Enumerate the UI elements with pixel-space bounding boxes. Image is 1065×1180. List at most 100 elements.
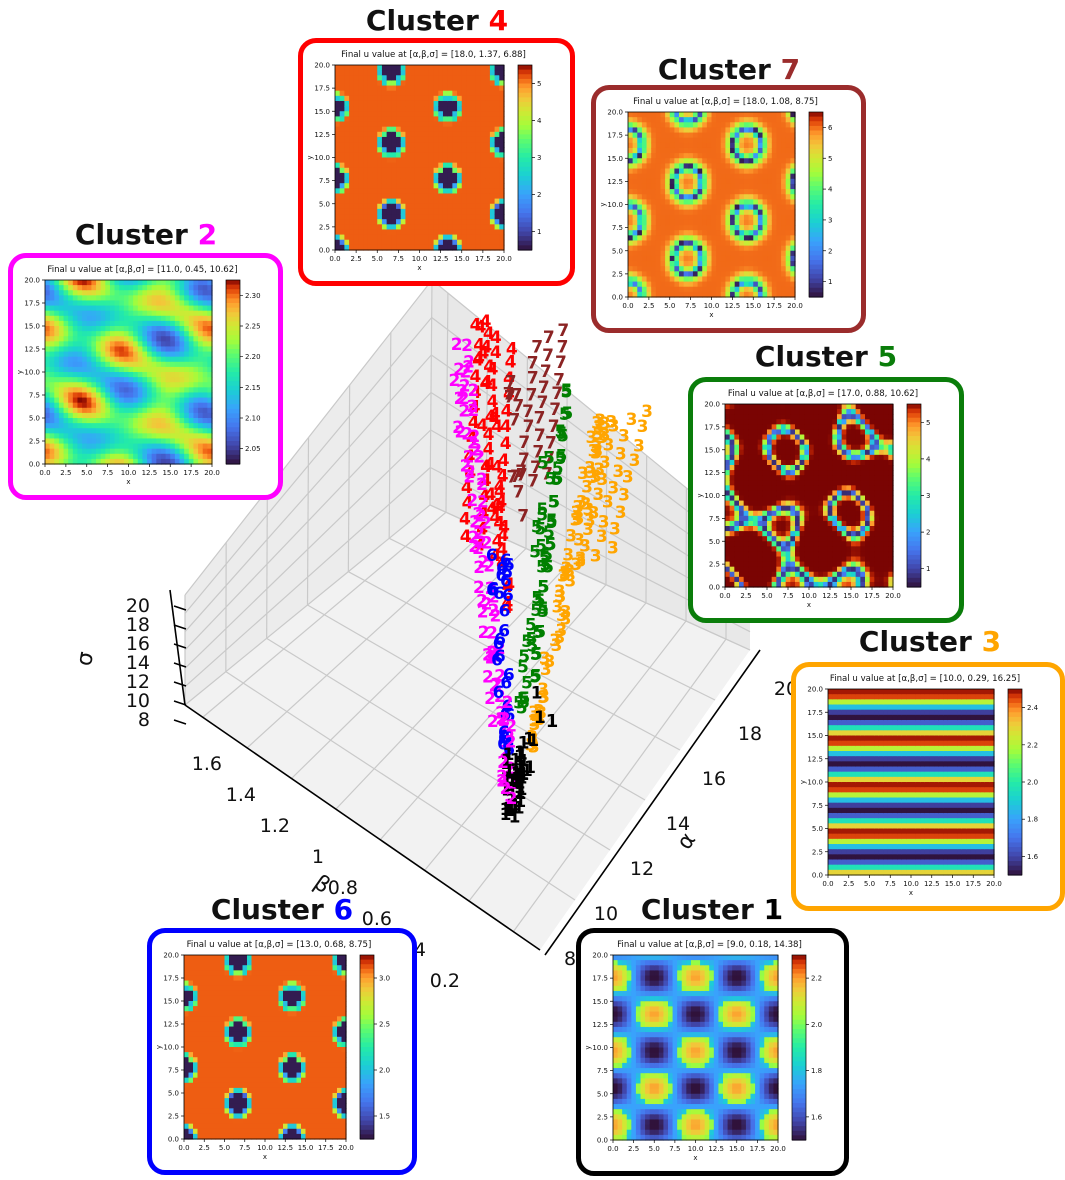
scatter-point-7: 7 — [516, 466, 528, 486]
colorbar-segment — [226, 280, 240, 286]
heatmap-cell — [137, 351, 144, 358]
heatmap-cell — [776, 199, 782, 206]
scatter-point-3: 3 — [584, 458, 596, 478]
heatmap-cell — [748, 495, 754, 502]
heatmap-cell — [655, 183, 662, 190]
heatmap-cells — [725, 404, 894, 588]
heatmap-cell — [720, 132, 727, 139]
heatmap-cell — [776, 225, 782, 231]
heatmap-cell — [207, 423, 213, 429]
heatmap-cell — [471, 142, 477, 148]
colorbar-segment — [518, 106, 532, 112]
heatmap-cell — [193, 280, 199, 286]
heatmap-cell — [785, 245, 791, 252]
heatmap-cell — [188, 305, 195, 312]
heatmap-cell — [372, 70, 378, 76]
heatmap-cell — [665, 117, 671, 123]
heatmap-cell — [405, 198, 411, 205]
heatmap-cell — [91, 433, 97, 440]
heatmap-cell — [335, 244, 341, 251]
heatmap-cell — [489, 100, 496, 107]
heatmap-cell — [641, 183, 648, 190]
heatmap-cell — [174, 448, 181, 455]
heatmap-cell — [762, 112, 768, 118]
heatmap-cell — [424, 95, 430, 102]
heatmap-cell — [716, 276, 722, 283]
heatmap-cell — [438, 188, 444, 195]
heatmap-cell — [669, 168, 675, 175]
heatmap-cell — [753, 434, 759, 441]
heatmap-cell — [414, 116, 421, 123]
heatmap-cell — [202, 326, 208, 332]
scatter-point-2: 2 — [468, 537, 480, 557]
heatmap-cell — [628, 271, 634, 278]
heatmap-cell — [641, 209, 648, 216]
heatmap-cell — [720, 199, 727, 206]
heatmap-cell — [489, 198, 496, 205]
heatmap-cell — [748, 404, 754, 410]
heatmap-cell — [377, 75, 383, 82]
heatmap-cell — [100, 346, 106, 353]
heatmap-cell — [646, 209, 652, 216]
heatmap-cell — [188, 423, 195, 429]
heatmap-cell — [748, 122, 754, 129]
heatmap-cell — [637, 163, 643, 170]
heatmap-cell — [156, 392, 162, 399]
heatmap-cell — [757, 178, 764, 185]
scatter-point-3: 3 — [534, 710, 546, 730]
heatmap-cell — [475, 106, 482, 112]
heatmap-cell — [377, 136, 383, 143]
heatmap-cell — [58, 412, 65, 419]
heatmap-cell — [363, 178, 369, 184]
heatmap-cell — [628, 219, 634, 226]
heatmap-cell — [706, 132, 713, 139]
heatmap-cell — [344, 70, 350, 76]
heatmap-cell — [734, 194, 740, 200]
scatter-point-2: 2 — [499, 710, 511, 730]
heatmap-cell — [77, 346, 83, 353]
heatmap-cell — [156, 305, 162, 312]
heatmap-cell — [739, 173, 745, 180]
heatmap-cell — [198, 295, 204, 302]
heatmap-cell — [702, 245, 708, 252]
heatmap-cell — [400, 214, 407, 220]
scatter-point-2: 2 — [495, 704, 507, 724]
colorbar-segment — [809, 218, 823, 224]
heatmap-cell — [202, 418, 208, 424]
heatmap-cell — [49, 310, 55, 317]
heatmap-cell — [86, 377, 92, 383]
heatmap-cell — [96, 315, 102, 322]
heatmap-cell — [82, 366, 88, 373]
heatmap-cell — [391, 224, 397, 231]
heatmap-cell — [396, 224, 402, 231]
heatmap-cell — [63, 280, 69, 286]
heatmap-cell — [123, 418, 130, 424]
heatmap-cell — [457, 229, 463, 236]
scatter-point-7: 7 — [534, 426, 546, 446]
heatmap-cell — [632, 178, 638, 185]
heatmap-cell — [457, 193, 463, 200]
heatmap-cell — [762, 178, 768, 185]
heatmap-cell — [748, 409, 754, 415]
heatmap-cell — [757, 439, 763, 446]
heatmap-cell — [54, 443, 60, 450]
heatmap-cell — [734, 250, 740, 257]
heatmap-cell — [58, 341, 65, 348]
heatmap-cell — [753, 286, 759, 293]
scatter-point-6: 6 — [491, 651, 503, 671]
heatmap-cell — [147, 458, 153, 465]
heatmap-cell — [739, 495, 745, 502]
heatmap-cell — [471, 162, 477, 169]
colorbar-segment — [809, 246, 823, 252]
heatmap-cell — [651, 122, 657, 129]
scatter-point-4: 4 — [487, 392, 499, 412]
heatmap-cell — [77, 295, 83, 302]
heatmap-cell — [637, 153, 643, 159]
heatmap-cell — [400, 229, 407, 236]
heatmap-cell — [438, 152, 444, 159]
heatmap-cell — [637, 281, 643, 288]
heatmap-cell — [438, 193, 444, 200]
scatter-point-5: 5 — [525, 615, 537, 635]
heatmap-cell — [344, 193, 350, 200]
heatmap-cell — [771, 271, 778, 278]
